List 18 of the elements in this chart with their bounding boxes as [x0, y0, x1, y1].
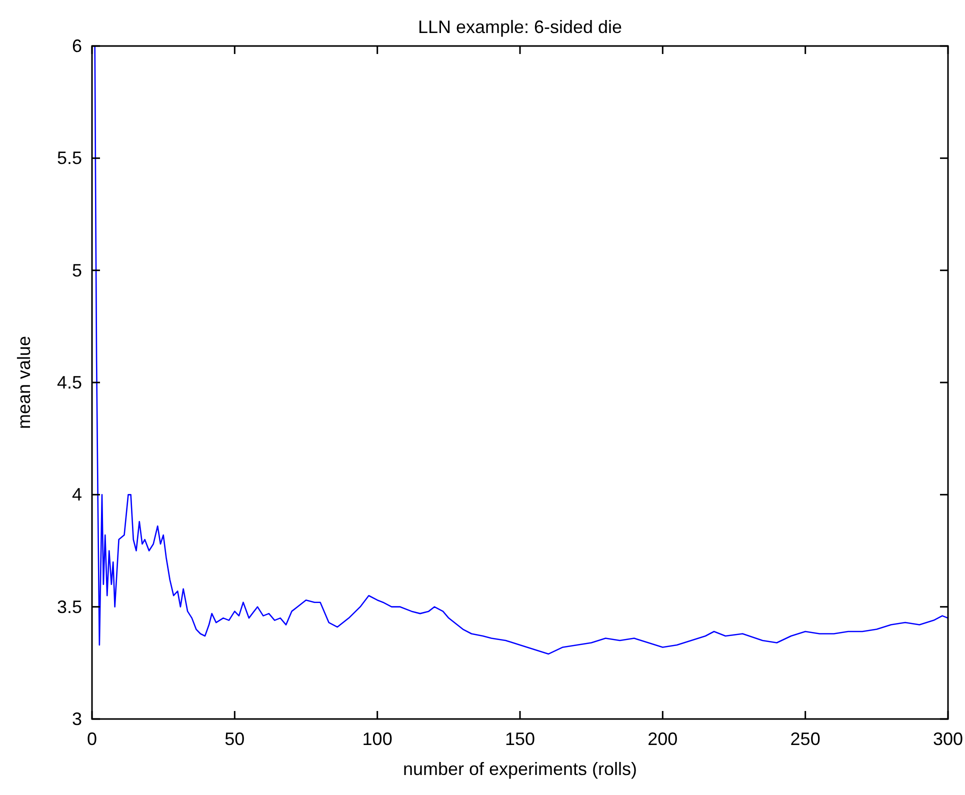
- y-tick-label: 4: [72, 484, 82, 505]
- y-tick-label: 3.5: [56, 596, 82, 617]
- x-tick-label: 200: [648, 729, 678, 749]
- x-tick-label: 0: [86, 729, 98, 749]
- x-axis-title: number of experiments (rolls): [402, 759, 638, 779]
- y-tick-label: 3: [72, 709, 82, 729]
- line-series: [94, 45, 949, 655]
- x-tick-label: 250: [790, 729, 820, 749]
- y-tick-label: 5: [72, 260, 82, 280]
- y-tick-label: 5.5: [56, 148, 82, 168]
- y-tick-label: 6: [72, 36, 82, 56]
- x-tick-label: 300: [932, 729, 964, 749]
- x-tick-label: 100: [362, 729, 392, 749]
- y-tick-label: 4.5: [56, 372, 82, 392]
- y-axis-title: mean value: [14, 336, 34, 430]
- chart-title: LLN example: 6-sided die: [418, 17, 622, 37]
- x-tick-label: 150: [504, 729, 536, 749]
- x-tick-label: 50: [224, 729, 245, 749]
